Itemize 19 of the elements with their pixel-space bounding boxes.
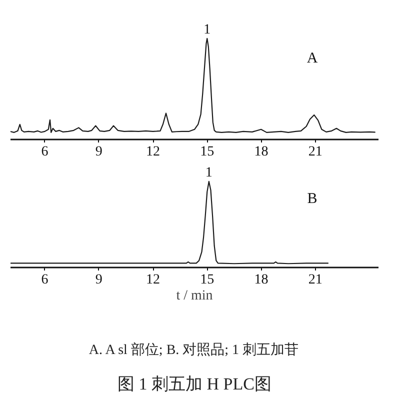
x-tick-label: 15 bbox=[200, 272, 214, 288]
x-tick-label: 6 bbox=[41, 144, 48, 160]
x-axis-title: t / min bbox=[176, 288, 213, 304]
x-tick-label: 9 bbox=[95, 272, 102, 288]
x-tick-label: 15 bbox=[200, 144, 214, 160]
x-tick-label: 21 bbox=[308, 144, 322, 160]
x-tick-label: 6 bbox=[41, 272, 48, 288]
x-tick-label: 18 bbox=[254, 272, 268, 288]
x-tick-label: 12 bbox=[146, 272, 160, 288]
x-tick-label: 18 bbox=[254, 144, 268, 160]
text: A. A sl 部位; B. 对照品; 1 刺五加苷 bbox=[88, 342, 299, 358]
x-tick-label: 9 bbox=[95, 144, 102, 160]
annotation: 1 bbox=[204, 22, 211, 38]
text: 图 1 刺五加 H PLC图 bbox=[118, 374, 272, 394]
x-tick-label: 12 bbox=[146, 144, 160, 160]
annotation: 1 bbox=[205, 165, 212, 180]
x-tick-label: 21 bbox=[308, 272, 322, 288]
annotation: B bbox=[307, 190, 318, 207]
annotation: A bbox=[306, 50, 318, 67]
